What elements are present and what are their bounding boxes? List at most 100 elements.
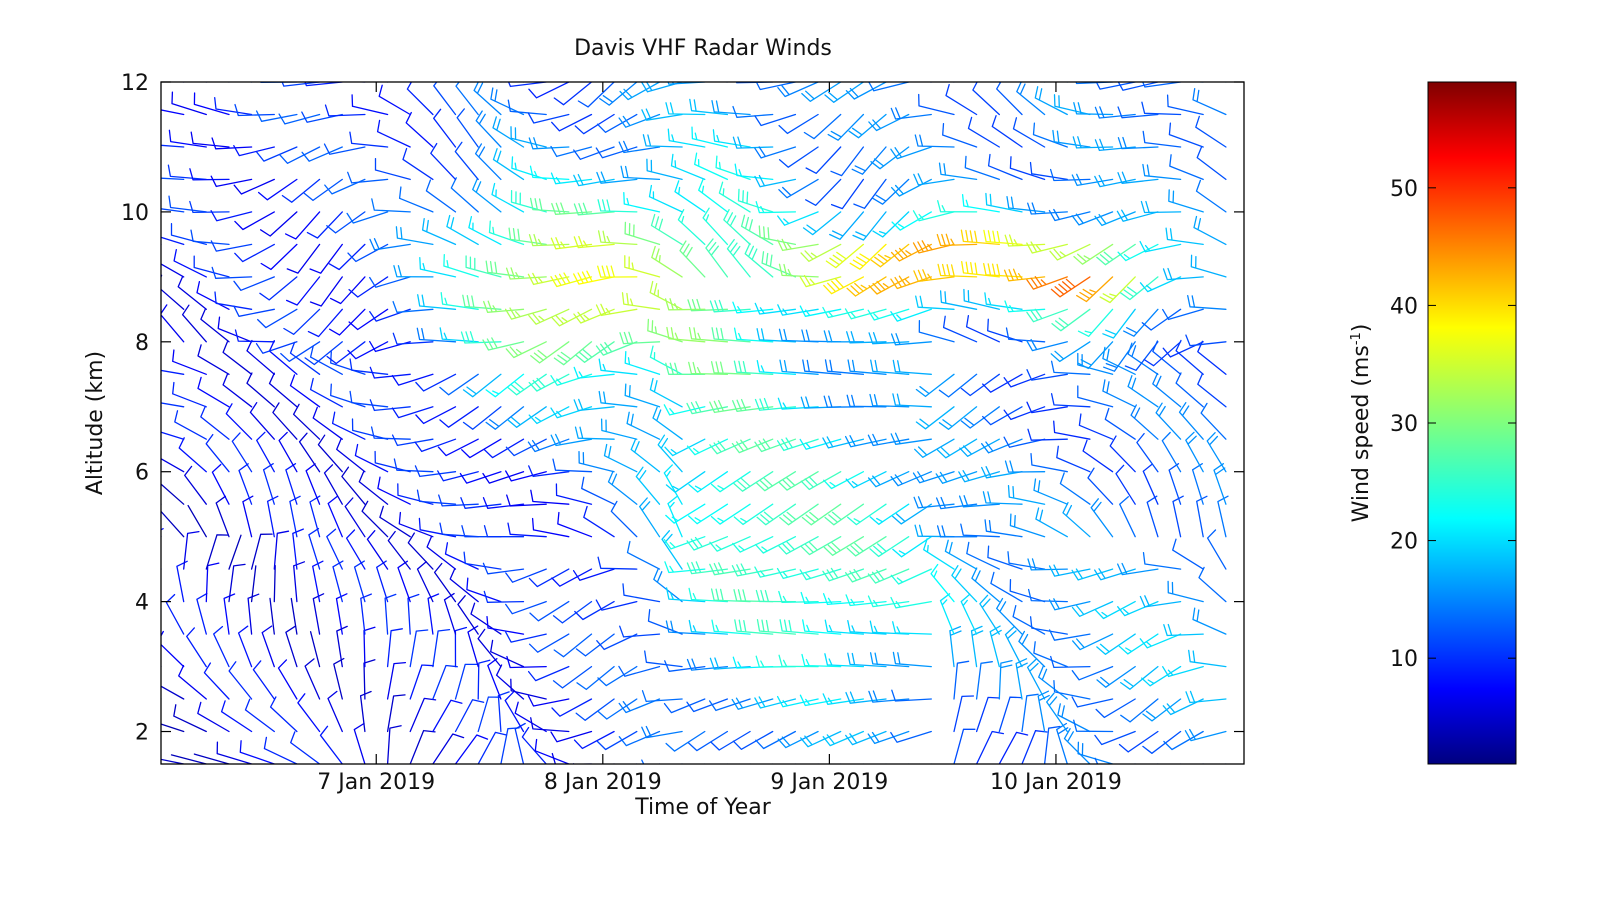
wind-barb bbox=[1188, 649, 1227, 668]
wind-barb bbox=[1096, 243, 1136, 266]
wind-barb bbox=[630, 438, 661, 473]
wind-barb bbox=[1102, 379, 1136, 408]
wind-barb bbox=[1140, 200, 1182, 214]
wind-barb bbox=[998, 731, 1029, 764]
wind-barb bbox=[937, 263, 978, 278]
wind-barb bbox=[214, 97, 253, 116]
wind-barb bbox=[172, 349, 207, 375]
wind-barb bbox=[1007, 485, 1046, 505]
wind-barb bbox=[534, 738, 570, 764]
wind-barb bbox=[801, 82, 842, 102]
wind-barb bbox=[419, 257, 457, 278]
wind-barb bbox=[1027, 588, 1068, 603]
wind-barb bbox=[161, 304, 185, 343]
wind-barb bbox=[170, 223, 207, 246]
wind-barb bbox=[918, 93, 955, 116]
wind-barb bbox=[597, 230, 638, 246]
wind-barb bbox=[618, 665, 661, 677]
wind-barb bbox=[688, 587, 729, 603]
wind-barb bbox=[958, 495, 1000, 508]
wind-barb bbox=[397, 560, 411, 603]
wind-barb bbox=[432, 664, 458, 700]
wind-barb bbox=[520, 82, 525, 83]
wind-barb bbox=[193, 753, 230, 764]
wind-barb bbox=[845, 594, 887, 607]
colorbar bbox=[1427, 81, 1517, 765]
wind-barb bbox=[848, 113, 887, 139]
wind-barb bbox=[297, 693, 321, 733]
wind-barb bbox=[1172, 495, 1184, 538]
wind-barb bbox=[391, 406, 434, 419]
wind-barb bbox=[211, 137, 253, 150]
wind-barb bbox=[550, 730, 593, 743]
wind-barb bbox=[823, 536, 865, 556]
wind-barb bbox=[312, 406, 343, 440]
wind-barb bbox=[457, 595, 479, 635]
wind-barb bbox=[710, 361, 751, 375]
wind-barb bbox=[1169, 154, 1204, 181]
wind-barb bbox=[823, 276, 865, 295]
wind-barb bbox=[346, 211, 389, 224]
wind-barb bbox=[161, 763, 162, 764]
wind-barb bbox=[709, 299, 751, 313]
wind-barb bbox=[184, 465, 207, 505]
wind-barb bbox=[165, 593, 185, 635]
wind-barb bbox=[618, 730, 661, 747]
wind-barb bbox=[482, 471, 525, 484]
wind-barb bbox=[1172, 538, 1204, 570]
wind-barb bbox=[499, 82, 502, 83]
wind-barb bbox=[189, 200, 230, 214]
wind-barb bbox=[231, 432, 253, 473]
wind-barb bbox=[624, 221, 661, 246]
wind-barb bbox=[485, 260, 525, 278]
wind-barb bbox=[892, 651, 932, 668]
wind-barb bbox=[844, 308, 887, 320]
wind-barb bbox=[665, 620, 706, 635]
wind-barb bbox=[1178, 402, 1204, 440]
wind-barb bbox=[778, 471, 819, 491]
wind-barb bbox=[639, 497, 661, 538]
wind-barb bbox=[239, 740, 275, 764]
wind-barb bbox=[178, 664, 207, 700]
wind-barb bbox=[309, 495, 321, 538]
wind-barb bbox=[755, 201, 797, 214]
wind-barb bbox=[665, 102, 706, 116]
wind-barb bbox=[708, 698, 751, 712]
wind-barb bbox=[965, 314, 1000, 343]
wind-barb bbox=[505, 341, 547, 359]
wind-barb bbox=[327, 495, 343, 538]
wind-barb bbox=[890, 432, 932, 445]
wind-barb bbox=[830, 178, 865, 210]
wind-barb bbox=[234, 103, 275, 117]
wind-barb bbox=[1201, 763, 1204, 764]
wind-barb bbox=[573, 235, 615, 249]
wind-barb bbox=[485, 406, 525, 430]
wind-barb bbox=[528, 406, 570, 425]
wind-barb bbox=[824, 619, 865, 635]
wind-barb bbox=[890, 178, 932, 197]
wind-barb bbox=[1071, 665, 1114, 681]
wind-barb bbox=[1094, 600, 1136, 620]
wind-barb bbox=[1198, 566, 1227, 603]
wind-barb bbox=[433, 562, 457, 603]
wind-barb bbox=[363, 626, 376, 668]
wind-barb bbox=[1185, 431, 1204, 473]
wind-barb bbox=[688, 471, 729, 493]
wind-barb bbox=[485, 373, 525, 398]
wind-barb bbox=[204, 82, 207, 83]
wind-barb bbox=[734, 163, 774, 181]
wind-barb bbox=[735, 82, 774, 84]
wind-barb bbox=[981, 466, 1023, 479]
wind-barb bbox=[197, 376, 230, 408]
wind-barb bbox=[552, 665, 593, 689]
wind-barb bbox=[303, 178, 343, 202]
wind-barb bbox=[550, 145, 593, 158]
wind-barb bbox=[333, 657, 345, 700]
wind-barb bbox=[353, 722, 366, 764]
wind-barb bbox=[1190, 254, 1227, 278]
colorbar-tick-label: 10 bbox=[1390, 647, 1418, 672]
wind-barb bbox=[505, 600, 547, 615]
wind-barb bbox=[846, 394, 887, 408]
wind-barb bbox=[1050, 393, 1091, 408]
wind-barb bbox=[869, 503, 910, 525]
